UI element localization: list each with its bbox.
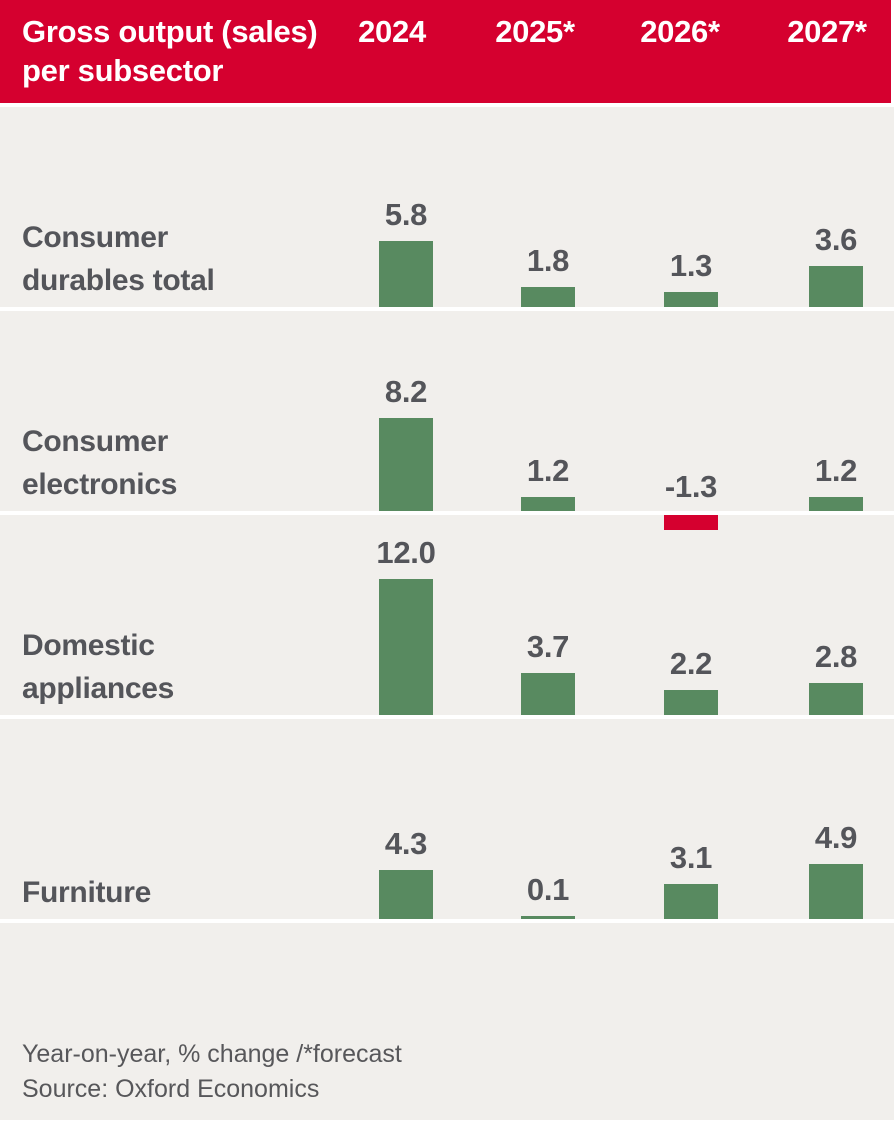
bar-value-label: 1.2 (814, 453, 858, 489)
row-label: Consumer electronics (22, 420, 177, 506)
bar (379, 241, 433, 307)
bar-group: 5.8 (379, 107, 433, 307)
bar-group: 3.7 (521, 515, 575, 715)
row-consumer-durables-total: Consumer durables total 5.8 1.8 1.3 3.6 (0, 107, 894, 307)
column-header-2027: 2027* (787, 14, 867, 49)
row-label-line2: electronics (22, 468, 178, 501)
bar (664, 515, 718, 530)
bar-value-label: 5.8 (384, 197, 428, 233)
bar-group: 4.3 (379, 719, 433, 919)
bar-value-label: 1.8 (526, 242, 570, 278)
footer-note: Year-on-year, % change /*forecast (22, 1040, 402, 1068)
bar-value-label: 1.3 (669, 248, 713, 284)
bar-value-label: -1.3 (664, 469, 718, 504)
bar-group: 2.8 (809, 515, 863, 715)
column-header-2026: 2026* (640, 14, 720, 49)
row-label-line2: durables total (22, 264, 215, 297)
row-label-line1: Consumer (22, 221, 168, 254)
chart-title: Gross output (sales) per subsector (22, 12, 318, 90)
bar (809, 266, 863, 307)
bar (521, 286, 575, 307)
footer-source: Source: Oxford Economics (22, 1075, 320, 1103)
bar (521, 673, 575, 715)
bar (379, 418, 433, 511)
bar (521, 497, 575, 511)
bar-value-label: 3.6 (814, 222, 858, 258)
bar-group: 8.2 (379, 311, 433, 511)
bar-value-label: 3.1 (669, 839, 713, 875)
bar-group: 3.1 (664, 719, 718, 919)
bar-value-label: 0.1 (526, 872, 570, 907)
bar-group: 1.2 (521, 311, 575, 511)
row-label-line2: appliances (22, 672, 175, 705)
row-consumer-electronics: Consumer electronics 8.2 1.2 -1.3 1.2 (0, 311, 894, 530)
chart-footer: Year-on-year, % change /*forecast Source… (0, 923, 894, 1120)
bar (521, 916, 575, 919)
bar-value-label: 8.2 (384, 374, 428, 410)
bar-group: 12.0 (376, 515, 436, 715)
bar (664, 292, 718, 307)
column-header-2025: 2025* (495, 14, 575, 49)
bar-value-label: 4.9 (814, 819, 858, 855)
bar (809, 863, 863, 919)
chart-title-line2: per subsector (22, 53, 224, 88)
bar-value-label: 2.2 (669, 646, 713, 682)
row-label-line1: Consumer (22, 425, 168, 458)
bar (379, 579, 433, 715)
row-domestic-appliances: Domestic appliances 12.0 3.7 2.2 2.8 (0, 515, 894, 715)
bar-value-label: 2.8 (814, 639, 858, 675)
bar (664, 690, 718, 715)
row-label: Furniture (22, 871, 151, 914)
footer-text: Year-on-year, % change /*forecast Source… (22, 1037, 402, 1107)
bar-value-label: 1.2 (526, 453, 570, 489)
bar (379, 870, 433, 919)
bar-group: 4.9 (809, 719, 863, 919)
chart-title-line1: Gross output (sales) (22, 14, 318, 49)
bar-group: 1.3 (664, 107, 718, 307)
bar-group: 1.8 (521, 107, 575, 307)
bar-group: -1.3 (664, 311, 718, 530)
row-furniture: Furniture 4.3 0.1 3.1 4.9 (0, 719, 894, 919)
chart-header: Gross output (sales) per subsector 2024 … (0, 0, 891, 103)
bar-group: 1.2 (809, 311, 863, 511)
bar (809, 683, 863, 715)
bar-group: 3.6 (809, 107, 863, 307)
row-label: Domestic appliances (22, 624, 174, 710)
row-label-line1: Furniture (22, 876, 151, 909)
bar (664, 883, 718, 919)
bar-group: 0.1 (521, 719, 575, 919)
row-label: Consumer durables total (22, 216, 215, 302)
bar-group: 2.2 (664, 515, 718, 715)
bar (809, 497, 863, 511)
bar-value-label: 12.0 (376, 535, 436, 571)
bar-value-label: 3.7 (526, 629, 570, 665)
bar-value-label: 4.3 (384, 826, 428, 862)
column-header-2024: 2024 (358, 14, 426, 49)
row-label-line1: Domestic (22, 629, 155, 662)
